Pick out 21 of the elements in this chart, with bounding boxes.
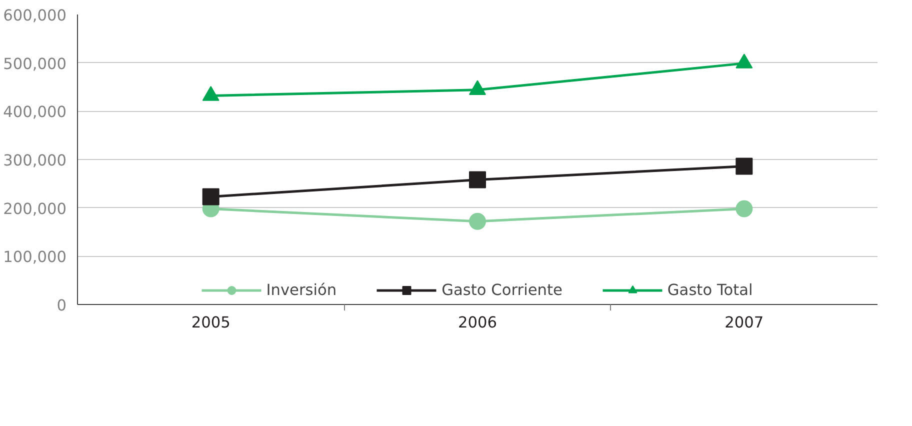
y-tick-label: 0 — [56, 296, 67, 314]
x-tick-label: 2006 — [458, 314, 498, 332]
point — [469, 171, 486, 188]
legend-label: Gasto Corriente — [442, 281, 562, 299]
point — [736, 158, 753, 175]
legend-label: Inversión — [266, 281, 337, 299]
point — [469, 80, 486, 96]
y-tick-label: 500,000 — [3, 54, 67, 73]
point — [202, 86, 220, 101]
y-tick-label: 300,000 — [3, 152, 67, 170]
y-tick-label: 600,000 — [3, 6, 67, 24]
point — [202, 188, 220, 206]
legend-label: Gasto Total — [667, 281, 753, 299]
point — [736, 200, 753, 218]
point — [736, 54, 753, 68]
point — [469, 212, 486, 230]
y-tick-label: 400,000 — [3, 103, 67, 122]
x-tick-label: 2007 — [724, 314, 764, 332]
y-tick-label: 100,000 — [3, 248, 67, 266]
x-tick-label: 2005 — [191, 314, 230, 332]
y-tick-label: 200,000 — [3, 200, 67, 218]
